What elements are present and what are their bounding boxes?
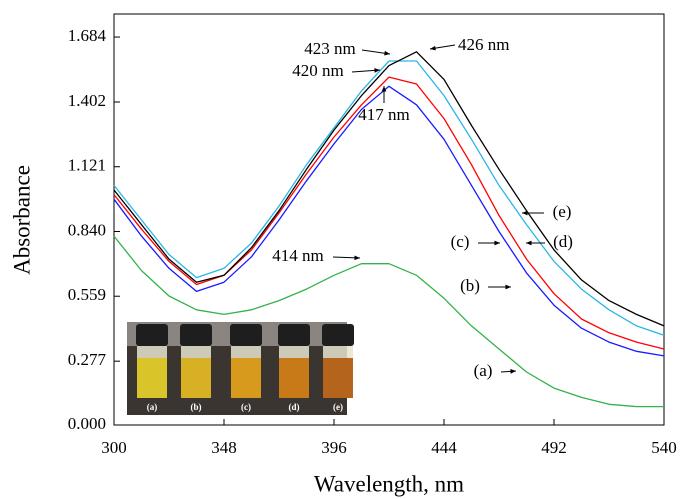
vial-label: (a) <box>147 402 158 412</box>
peak-annotation: 417 nm <box>358 105 409 124</box>
arrow-head <box>430 45 436 51</box>
y-tick-label: 1.121 <box>68 156 106 175</box>
plot-frame <box>113 13 665 426</box>
x-tick-label: 300 <box>101 438 127 457</box>
vial-cap <box>230 324 262 346</box>
y-tick-label: 0.840 <box>68 220 106 239</box>
x-tick-label: 540 <box>651 438 677 457</box>
arrow-head <box>381 86 387 92</box>
vial-liquid <box>137 358 167 398</box>
series-line <box>113 76 665 350</box>
vial-label: (d) <box>289 402 300 412</box>
series-label: (a) <box>474 361 493 380</box>
vial-liquid <box>181 358 211 398</box>
vial-liquid <box>323 358 353 398</box>
series-label: (c) <box>451 232 470 251</box>
vial-cap <box>136 324 168 346</box>
vial-liquid <box>279 358 309 398</box>
vial-label: (c) <box>241 402 251 412</box>
vial-label: (e) <box>333 402 343 412</box>
series-label: (b) <box>460 276 480 295</box>
vial-cap <box>180 324 212 346</box>
y-tick-label: 1.684 <box>68 26 107 45</box>
arrow-head <box>510 369 516 374</box>
y-tick-label: 0.277 <box>68 350 107 369</box>
arrow-head <box>354 255 360 261</box>
arrow-head <box>505 284 511 290</box>
vial-label: (b) <box>191 402 202 412</box>
peak-annotation: 426 nm <box>458 35 509 54</box>
peak-annotation: 414 nm <box>272 246 323 265</box>
vial-liquid <box>231 358 261 398</box>
arrow-head <box>526 240 532 246</box>
series-line <box>113 51 665 327</box>
x-tick-label: 444 <box>431 438 457 457</box>
y-tick-label: 1.402 <box>68 91 106 110</box>
arrow-head <box>494 240 500 246</box>
arrow-head <box>522 210 528 216</box>
series-line <box>113 85 665 357</box>
arrow-head <box>374 68 380 73</box>
peak-annotation: 423 nm <box>304 39 355 58</box>
x-tick-label: 396 <box>321 438 347 457</box>
y-tick-label: 0.559 <box>68 285 106 304</box>
series-label: (e) <box>553 202 572 221</box>
series-line <box>113 60 665 336</box>
vial-cap <box>322 324 354 346</box>
x-tick-label: 348 <box>211 438 237 457</box>
arrow-head <box>384 50 390 56</box>
series-label: (d) <box>553 232 573 251</box>
y-axis-label: Absorbance <box>9 165 34 275</box>
x-axis-label: Wavelength, nm <box>314 471 464 496</box>
vial-cap <box>278 324 310 346</box>
x-tick-label: 492 <box>541 438 567 457</box>
peak-annotation: 420 nm <box>292 61 343 80</box>
series-line <box>113 235 664 408</box>
y-tick-label: 0.000 <box>68 414 106 433</box>
